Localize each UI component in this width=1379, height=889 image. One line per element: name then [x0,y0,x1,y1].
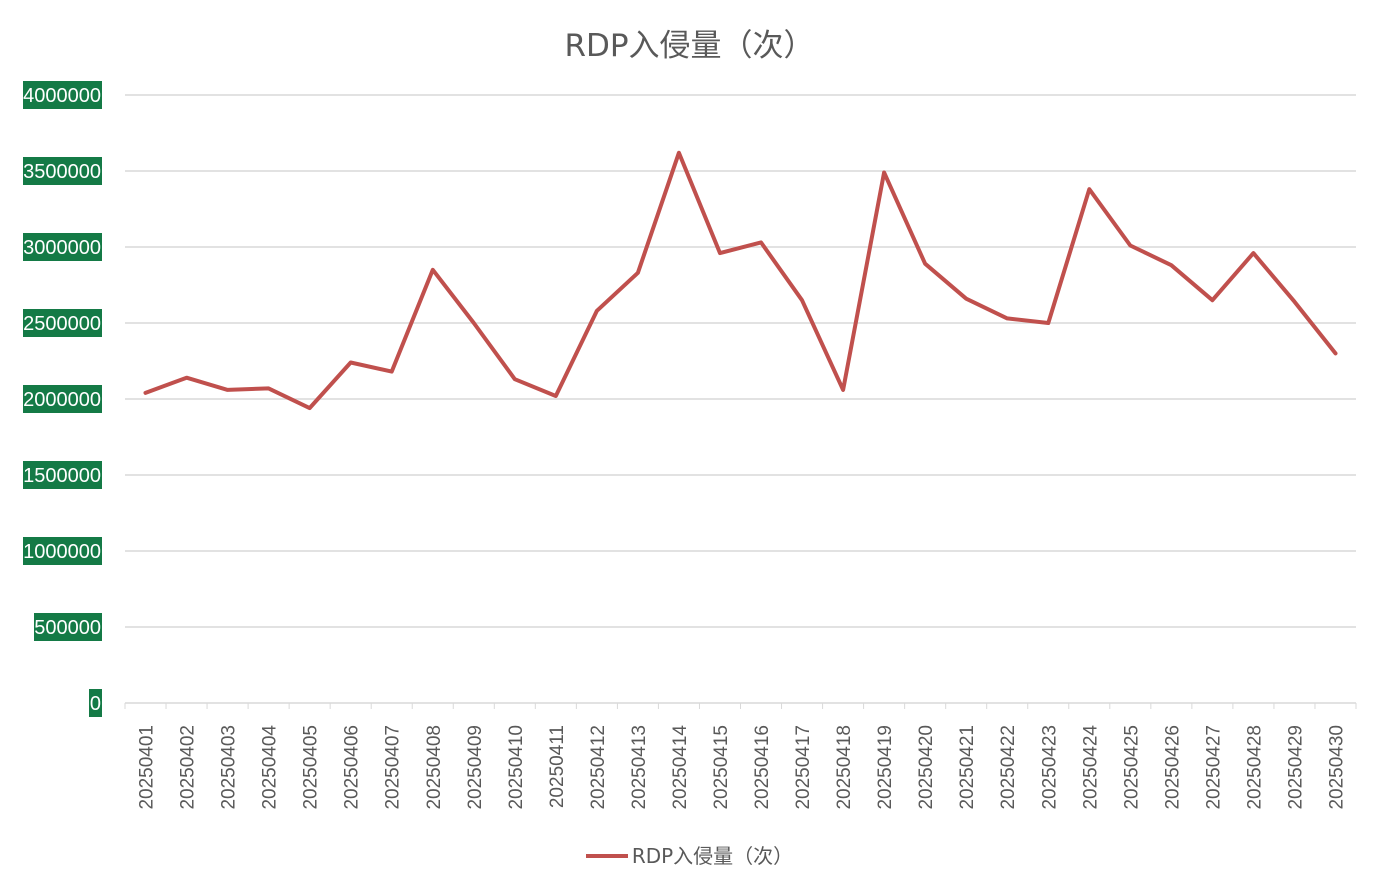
series-line-0 [143,150,1338,411]
x-axis-ticks: 20250401 20250402 20250403 20250404 20250405… [124,703,1357,810]
y-tick-label: 0 [90,693,101,715]
x-tick-label: 20250423 [1039,725,1060,810]
x-tick-label: 20250413 [629,725,650,810]
y-tick-label: 2500000 [23,313,101,335]
x-tick-label: 20250426 [1162,725,1183,810]
legend-label: RDP入侵量（次） [631,844,794,868]
legend-swatch [585,853,628,858]
x-tick-label: 20250416 [752,725,773,810]
y-tick-label: 4000000 [23,85,101,107]
x-tick-label: 20250402 [178,725,199,810]
y-tick-label: 1500000 [23,465,101,487]
x-tick-label: 20250422 [998,725,1019,810]
y-tick-label-bg [34,613,102,641]
x-tick-label: 20250406 [342,725,363,810]
x-tick-label: 20250412 [588,725,609,810]
legend: RDP入侵量（次） [0,840,1379,869]
x-tick-label: 20250417 [793,725,814,810]
y-tick-label-bg [23,537,102,565]
x-tick-label: 20250407 [383,725,404,810]
y-tick-label-bg [23,81,102,109]
y-tick-label: 3000000 [23,237,101,259]
x-tick-label: 20250411 [547,725,568,808]
x-tick-label: 20250404 [260,725,281,810]
y-tick-label: 3500000 [23,161,101,183]
chart-title: RDP入侵量（次） [564,28,815,64]
x-tick-label: 20250419 [875,725,896,810]
y-axis-ticks: 0 500000 1000000 1500000 2000000 2500000 30000… [23,81,102,717]
x-tick-label: 20250410 [506,725,527,810]
y-tick-label-bg [23,233,102,261]
x-tick-label: 20250427 [1203,725,1224,810]
x-tick-label: 20250420 [916,725,937,810]
x-tick-label: 20250403 [219,725,240,810]
y-tick-label: 500000 [34,617,101,639]
x-tick-label: 20250401 [137,725,158,810]
x-tick-label: 20250414 [670,725,691,810]
x-tick-label: 20250430 [1326,725,1347,810]
y-tick-label-bg [23,157,102,185]
x-tick-label: 20250428 [1244,725,1265,810]
y-tick-label-bg [23,309,102,337]
x-tick-label: 20250429 [1285,725,1306,810]
x-tick-label: 20250415 [711,725,732,810]
y-tick-label-bg [89,689,102,717]
series-layer [143,150,1338,411]
x-tick-label: 20250424 [1080,725,1101,810]
x-tick-label: 20250409 [465,725,486,810]
x-tick-label: 20250421 [957,725,978,810]
y-tick-label: 2000000 [23,389,101,411]
x-tick-label: 20250405 [301,725,322,810]
gridlines [125,94,1356,704]
x-tick-label: 20250425 [1121,725,1142,810]
x-tick-label: 20250408 [424,725,445,810]
y-tick-label-bg [23,461,102,489]
y-tick-label-bg [23,385,102,413]
y-tick-label: 1000000 [23,541,101,563]
x-tick-label: 20250418 [834,725,855,810]
